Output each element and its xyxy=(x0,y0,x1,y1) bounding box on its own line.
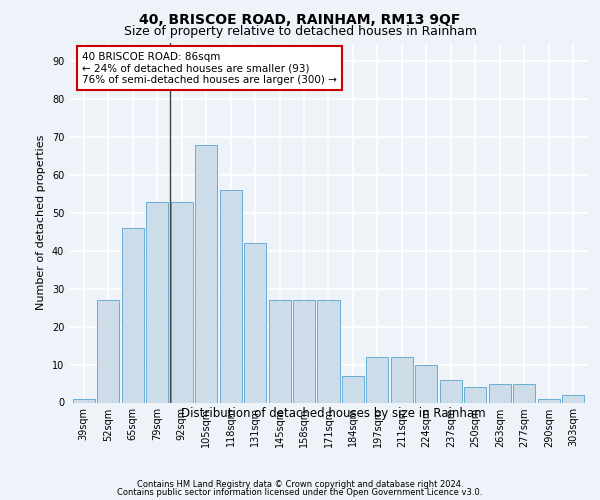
Bar xyxy=(244,244,266,402)
Text: Distribution of detached houses by size in Rainham: Distribution of detached houses by size … xyxy=(181,408,485,420)
Bar xyxy=(73,398,95,402)
Bar xyxy=(146,202,168,402)
Bar xyxy=(293,300,315,402)
Bar xyxy=(489,384,511,402)
Y-axis label: Number of detached properties: Number of detached properties xyxy=(36,135,46,310)
Bar xyxy=(317,300,340,402)
Bar xyxy=(122,228,143,402)
Text: Contains public sector information licensed under the Open Government Licence v3: Contains public sector information licen… xyxy=(118,488,482,497)
Bar xyxy=(415,364,437,403)
Bar xyxy=(269,300,290,402)
Text: Contains HM Land Registry data © Crown copyright and database right 2024.: Contains HM Land Registry data © Crown c… xyxy=(137,480,463,489)
Text: Size of property relative to detached houses in Rainham: Size of property relative to detached ho… xyxy=(124,25,476,38)
Bar xyxy=(562,395,584,402)
Text: 40, BRISCOE ROAD, RAINHAM, RM13 9QF: 40, BRISCOE ROAD, RAINHAM, RM13 9QF xyxy=(139,12,461,26)
Bar xyxy=(538,398,560,402)
Bar xyxy=(220,190,242,402)
Text: 40 BRISCOE ROAD: 86sqm
← 24% of detached houses are smaller (93)
76% of semi-det: 40 BRISCOE ROAD: 86sqm ← 24% of detached… xyxy=(82,52,337,84)
Bar xyxy=(514,384,535,402)
Bar xyxy=(195,145,217,403)
Bar xyxy=(464,388,487,402)
Bar xyxy=(342,376,364,402)
Bar xyxy=(170,202,193,402)
Bar xyxy=(367,357,388,403)
Bar xyxy=(391,357,413,403)
Bar xyxy=(440,380,462,402)
Bar xyxy=(97,300,119,402)
